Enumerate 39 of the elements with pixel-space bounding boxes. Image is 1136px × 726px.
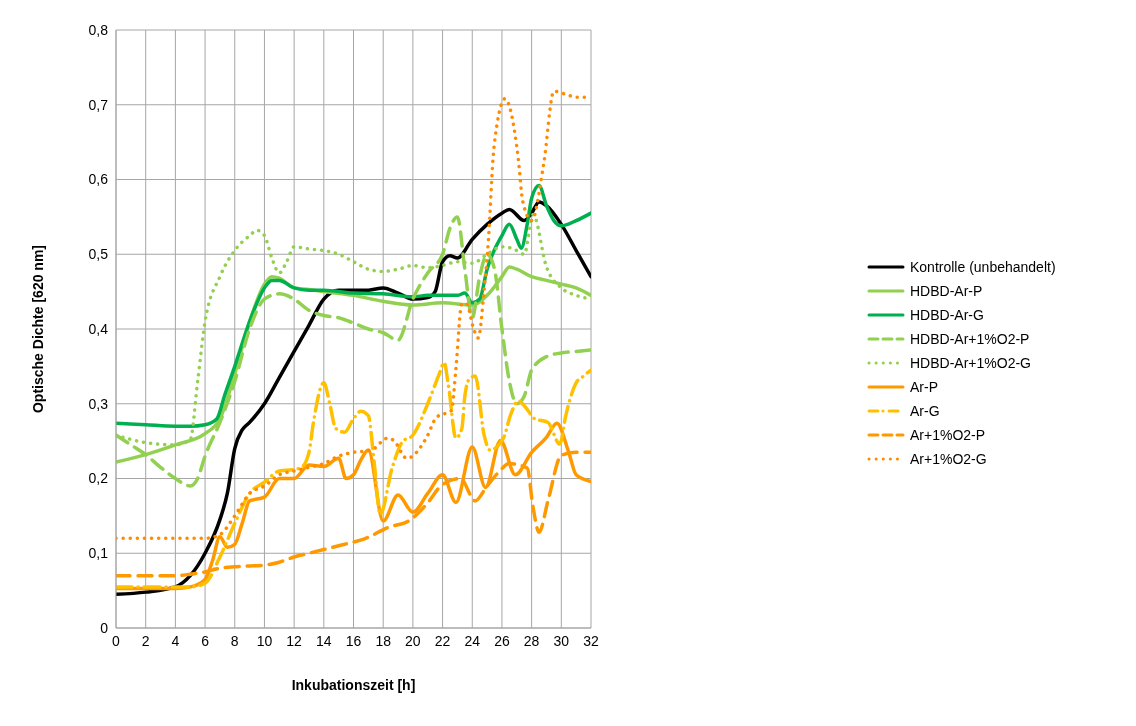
x-tick-label: 20 (405, 632, 421, 649)
x-tick-label: 14 (316, 632, 332, 649)
x-tick-label: 24 (464, 632, 481, 649)
x-tick-label: 26 (494, 632, 510, 649)
x-tick-label: 12 (286, 632, 303, 649)
legend-label: Kontrolle (unbehandelt) (910, 259, 1056, 275)
y-tick-label: 0,6 (88, 171, 109, 188)
x-tick-label: 8 (230, 632, 239, 649)
legend-label: HDBD-Ar+1%O2-G (910, 355, 1031, 371)
x-tick-label: 10 (256, 632, 273, 649)
y-tick-label: 0,1 (88, 545, 109, 562)
legend-label: Ar-P (910, 379, 938, 395)
legend-label: Ar+1%O2-P (910, 427, 986, 443)
y-axis-title: Optische Dichte [620 nm] (29, 244, 46, 414)
x-tick-label: 4 (171, 632, 180, 649)
x-axis-title: Inkubationszeit [h] (291, 677, 416, 693)
line-series (116, 360, 591, 589)
line-series (116, 183, 591, 428)
legend-label: Ar+1%O2-G (910, 451, 987, 467)
legend-label: HDBD-Ar-G (910, 307, 984, 323)
legend-label: HDBD-Ar+1%O2-P (910, 331, 1030, 347)
x-tick-label: 32 (583, 632, 599, 649)
y-tick-label: 0 (100, 619, 109, 636)
x-tick-label: 30 (553, 632, 570, 649)
x-tick-label: 22 (434, 632, 451, 649)
legend-label: Ar-G (910, 403, 940, 419)
x-tick-label: 16 (345, 632, 362, 649)
legend-label: HDBD-Ar-P (910, 283, 983, 299)
x-tick-label: 18 (375, 632, 392, 649)
y-tick-label: 0,7 (88, 96, 109, 113)
y-tick-label: 0,3 (88, 395, 109, 412)
y-tick-label: 0,2 (88, 470, 109, 487)
y-tick-label: 0,5 (88, 246, 109, 263)
x-tick-label: 6 (201, 632, 210, 649)
x-tick-label: 2 (141, 632, 150, 649)
y-tick-label: 0,8 (88, 21, 109, 38)
x-tick-label: 0 (112, 632, 121, 649)
x-tick-label: 28 (523, 632, 540, 649)
y-tick-label: 0,4 (88, 320, 109, 337)
